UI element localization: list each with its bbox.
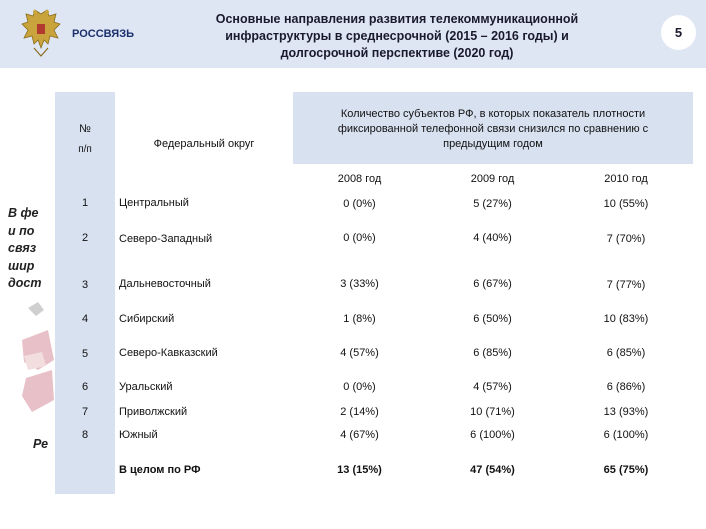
table-cell-2010: 6 (100%) — [603, 429, 649, 441]
table-cell-2009: 10 (71%) — [470, 406, 515, 418]
year-header-2010: 2010 год — [604, 173, 648, 185]
table-cell-2008: 0 (0%) — [343, 381, 376, 393]
table-row-district: Приволжский — [119, 406, 188, 418]
table-row-district: Уральский — [119, 381, 173, 393]
table-cell-2010: 7 (70%) — [606, 233, 646, 245]
table-row-num: 7 — [81, 406, 89, 418]
slide-title: Основные направления развития телекоммун… — [215, 12, 579, 60]
table-cell-2009: 4 (40%) — [473, 232, 512, 244]
year-header-2008: 2008 год — [337, 173, 382, 185]
table-row-district: Северо-Западный — [119, 233, 213, 245]
table-total-2008: 13 (15%) — [337, 464, 382, 476]
table-row-district: Южный — [119, 429, 158, 441]
table-cell-2008: 4 (57%) — [340, 347, 379, 359]
num-column-shade — [55, 92, 115, 494]
table-row-district: Северо-Кавказский — [119, 347, 218, 359]
table-row-num: 3 — [81, 279, 89, 291]
table-cell-2010: 6 (86%) — [606, 381, 646, 393]
table-cell-2010: 10 (55%) — [603, 198, 649, 210]
table-total-label: В целом по РФ — [119, 464, 201, 476]
table-cell-2009: 4 (57%) — [473, 381, 512, 393]
table-cell-2009: 6 (85%) — [473, 347, 512, 359]
table-row-district: Сибирский — [119, 313, 175, 325]
table-row-num: 1 — [81, 197, 89, 209]
table-row-num: 2 — [81, 232, 89, 244]
num-header: № — [79, 123, 91, 135]
coat-of-arms-icon — [21, 9, 61, 57]
table-cell-2008: 0 (0%) — [343, 232, 376, 244]
table-cell-2008: 1 (8%) — [343, 313, 376, 325]
num-header-sub: п/п — [78, 143, 92, 155]
table-total-2010: 65 (75%) — [603, 464, 649, 476]
table-cell-2009: 5 (27%) — [473, 198, 512, 210]
group-header: Количество субъектов РФ, в которых показ… — [337, 107, 649, 150]
table-cell-2010: 7 (77%) — [606, 279, 646, 291]
background-text: В фе и по связ шир дост — [8, 206, 42, 290]
table-row-district: Дальневосточный — [119, 278, 211, 290]
table-cell-2009: 6 (67%) — [473, 278, 512, 290]
background-map-fragment — [22, 302, 54, 412]
table-row-num: 8 — [81, 429, 89, 441]
table-cell-2008: 0 (0%) — [343, 198, 376, 210]
table-cell-2008: 2 (14%) — [340, 406, 379, 418]
table-row-num: 6 — [81, 381, 89, 393]
table-cell-2010: 6 (85%) — [606, 347, 646, 359]
table-cell-2010: 10 (83%) — [603, 313, 649, 325]
slide-number-badge: 5 — [661, 15, 696, 50]
table-cell-2009: 6 (100%) — [470, 429, 515, 441]
table-cell-2008: 4 (67%) — [340, 429, 379, 441]
header-band — [0, 0, 706, 68]
table-cell-2009: 6 (50%) — [473, 313, 512, 325]
table-total-2009: 47 (54%) — [470, 464, 515, 476]
year-header-2009: 2009 год — [470, 173, 515, 185]
table-row-district: Центральный — [119, 197, 189, 209]
background-word: Ре — [33, 437, 49, 451]
table-cell-2008: 3 (33%) — [340, 278, 379, 290]
table-cell-2010: 13 (93%) — [603, 406, 649, 418]
group-header-shade — [293, 92, 693, 164]
table-row-num: 5 — [81, 348, 89, 360]
brand-name: РОССВЯЗЬ — [72, 28, 135, 40]
table-row-num: 4 — [81, 313, 89, 325]
district-header: Федеральный округ — [153, 138, 255, 150]
